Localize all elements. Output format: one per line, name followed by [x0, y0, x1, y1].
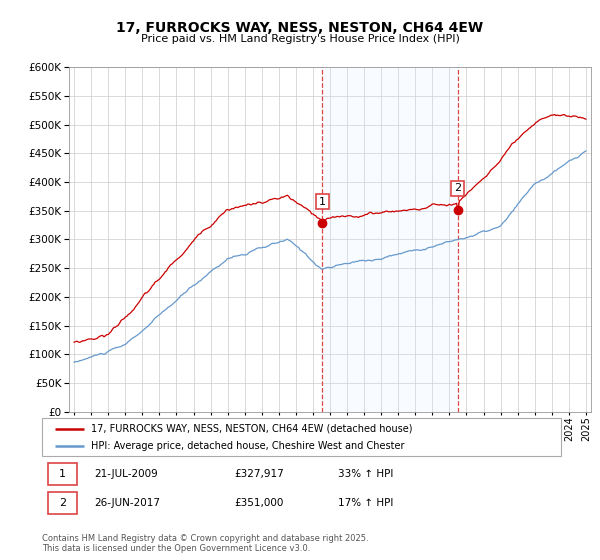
Text: 2: 2	[59, 498, 66, 508]
Text: HPI: Average price, detached house, Cheshire West and Chester: HPI: Average price, detached house, Ches…	[91, 441, 405, 451]
Text: Price paid vs. HM Land Registry's House Price Index (HPI): Price paid vs. HM Land Registry's House …	[140, 34, 460, 44]
Text: 26-JUN-2017: 26-JUN-2017	[94, 498, 160, 508]
Text: 21-JUL-2009: 21-JUL-2009	[94, 469, 158, 479]
Text: 17% ↑ HPI: 17% ↑ HPI	[338, 498, 393, 508]
Bar	[322, 67, 458, 412]
Text: £351,000: £351,000	[234, 498, 283, 508]
Bar	[48, 492, 77, 515]
Text: 33% ↑ HPI: 33% ↑ HPI	[338, 469, 393, 479]
Text: 17, FURROCKS WAY, NESS, NESTON, CH64 4EW: 17, FURROCKS WAY, NESS, NESTON, CH64 4EW	[116, 21, 484, 35]
Text: 1: 1	[319, 197, 326, 207]
Text: 17, FURROCKS WAY, NESS, NESTON, CH64 4EW (detached house): 17, FURROCKS WAY, NESS, NESTON, CH64 4EW…	[91, 423, 413, 433]
Text: 2: 2	[454, 183, 461, 193]
Text: 1: 1	[59, 469, 66, 479]
Text: £327,917: £327,917	[234, 469, 284, 479]
Text: Contains HM Land Registry data © Crown copyright and database right 2025.
This d: Contains HM Land Registry data © Crown c…	[42, 534, 368, 553]
Bar	[48, 463, 77, 485]
